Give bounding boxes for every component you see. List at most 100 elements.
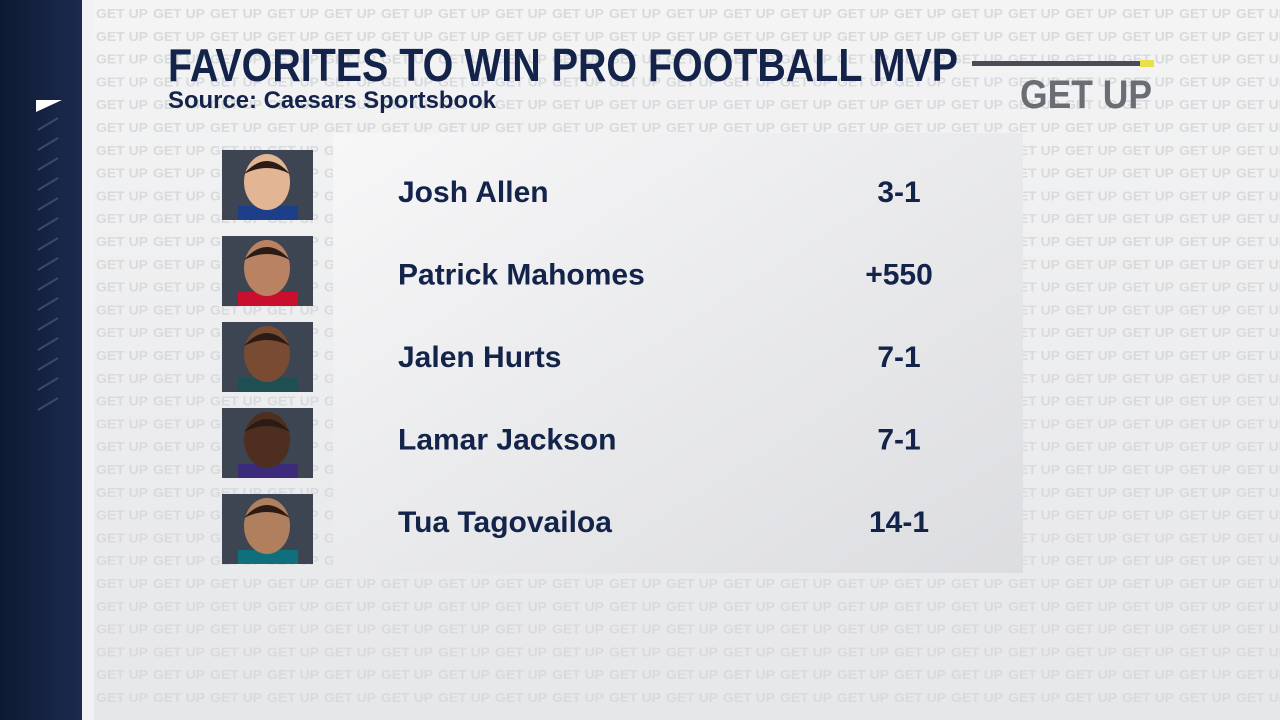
watermark: GET UP (1065, 280, 1117, 295)
photo-hair (244, 333, 290, 346)
watermark: GET UP (438, 622, 490, 637)
player-odds: 3-1 (877, 176, 920, 209)
watermark: GET UP (153, 439, 205, 454)
watermark: GET UP (723, 622, 775, 637)
watermark: GET UP (1065, 188, 1117, 203)
watermark: GET UP (381, 52, 433, 67)
player-photo (222, 236, 313, 306)
watermark: GET UP (837, 576, 889, 591)
watermark: GET UP (723, 52, 775, 67)
watermark: GET UP (951, 622, 1003, 637)
watermark: GET UP (153, 667, 205, 682)
photo-jersey (238, 464, 298, 478)
watermark: GET UP (552, 120, 604, 135)
watermark: GET UP (495, 6, 547, 21)
watermark: GET UP (267, 644, 319, 659)
watermark: GET UP (153, 52, 205, 67)
watermark: GET UP (96, 74, 148, 89)
watermark: GET UP (1122, 530, 1174, 545)
watermark: GET UP (951, 644, 1003, 659)
watermark: GET UP (96, 120, 148, 135)
watermark: GET UP (153, 553, 205, 568)
watermark: GET UP (96, 416, 148, 431)
watermark: GET UP (666, 667, 718, 682)
watermark: GET UP (951, 29, 1003, 44)
watermark: GET UP (666, 690, 718, 705)
watermark: GET UP (666, 52, 718, 67)
watermark: GET UP (1065, 416, 1117, 431)
watermark: GET UP (96, 622, 148, 637)
photo-jersey (238, 550, 298, 564)
watermark: GET UP (324, 120, 376, 135)
player-name: Jalen Hurts (398, 341, 561, 374)
watermark: GET UP (666, 97, 718, 112)
watermark: GET UP (153, 302, 205, 317)
watermark: GET UP (1179, 188, 1231, 203)
watermark: GET UP (666, 622, 718, 637)
watermark: GET UP (267, 6, 319, 21)
watermark: GET UP (153, 234, 205, 249)
watermark: GET UP (96, 508, 148, 523)
watermark: GET UP (894, 52, 946, 67)
watermark: GET UP (267, 97, 319, 112)
watermark: GET UP (1065, 29, 1117, 44)
watermark: GET UP (210, 302, 262, 317)
watermark: GET UP (1179, 74, 1231, 89)
watermark: GET UP (1179, 462, 1231, 477)
watermark: GET UP (1122, 166, 1174, 181)
watermark: GET UP (780, 97, 832, 112)
watermark: GET UP (609, 690, 661, 705)
watermark: GET UP (780, 120, 832, 135)
watermark: GET UP (324, 599, 376, 614)
watermark: GET UP (381, 667, 433, 682)
watermark: GET UP (96, 280, 148, 295)
watermark: GET UP (381, 120, 433, 135)
watermark: GET UP (438, 97, 490, 112)
watermark: GET UP (96, 211, 148, 226)
watermark: GET UP (1236, 280, 1280, 295)
watermark: GET UP (1122, 394, 1174, 409)
watermark: GET UP (267, 302, 319, 317)
watermark: GET UP (666, 644, 718, 659)
watermark: GET UP (1008, 6, 1060, 21)
watermark: GET UP (1236, 462, 1280, 477)
watermark: GET UP (951, 97, 1003, 112)
watermark: GET UP (210, 97, 262, 112)
watermark: GET UP (267, 599, 319, 614)
watermark: GET UP (96, 325, 148, 340)
watermark: GET UP (1122, 257, 1174, 272)
watermark: GET UP (1179, 302, 1231, 317)
watermark: GET UP (267, 29, 319, 44)
watermark: GET UP (552, 74, 604, 89)
watermark: GET UP (1179, 394, 1231, 409)
side-stripe (82, 0, 94, 720)
watermark: GET UP (1179, 166, 1231, 181)
watermark: GET UP (837, 667, 889, 682)
watermark: GET UP (1179, 234, 1231, 249)
photo-hair (244, 247, 290, 260)
watermark: GET UP (1122, 120, 1174, 135)
watermark: GET UP (438, 120, 490, 135)
watermark: GET UP (495, 52, 547, 67)
watermark: GET UP (894, 599, 946, 614)
watermark: GET UP (324, 644, 376, 659)
watermark: GET UP (552, 6, 604, 21)
watermark: GET UP (381, 622, 433, 637)
watermark: GET UP (1122, 211, 1174, 226)
watermark: GET UP (210, 29, 262, 44)
watermark: GET UP (1236, 52, 1280, 67)
watermark: GET UP (609, 74, 661, 89)
watermark: GET UP (381, 599, 433, 614)
watermark: GET UP (1179, 690, 1231, 705)
player-photo (222, 408, 313, 478)
watermark: GET UP (837, 644, 889, 659)
watermark: GET UP (1236, 371, 1280, 386)
watermark: GET UP (1179, 416, 1231, 431)
watermark: GET UP (210, 6, 262, 21)
watermark: GET UP (1065, 97, 1117, 112)
watermark: GET UP (438, 667, 490, 682)
watermark: GET UP (1179, 280, 1231, 295)
watermark: GET UP (1008, 576, 1060, 591)
watermark: GET UP (1236, 348, 1280, 363)
